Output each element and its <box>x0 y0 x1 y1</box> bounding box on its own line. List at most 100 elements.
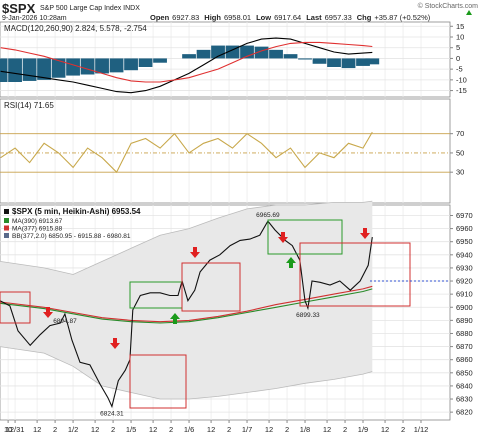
x-tick-label: 12 <box>381 425 389 434</box>
histogram-bar <box>312 58 327 64</box>
x-tick-label: 12 <box>323 425 331 434</box>
y-tick-label: -10 <box>456 75 467 84</box>
histogram-bar <box>0 58 8 82</box>
x-tick-label: 1/5 <box>126 425 136 434</box>
price-annotation: 6894.87 <box>53 318 77 325</box>
y-tick-label: 0 <box>456 54 460 63</box>
x-tick-label: 2 <box>285 425 289 434</box>
y-tick-label: 6950 <box>456 237 473 246</box>
x-tick-label: 12/31 <box>6 425 25 434</box>
buy-arrows <box>170 257 296 324</box>
histogram-bar <box>298 58 312 60</box>
stat-value: 6957.33 <box>325 13 352 22</box>
histogram-bar <box>109 58 124 73</box>
arrow-down <box>278 232 288 243</box>
x-tick-label: 12 <box>33 425 41 434</box>
y-tick-label: 6830 <box>456 395 473 404</box>
band-lower <box>0 346 373 400</box>
x-tick-label: 1/12 <box>414 425 429 434</box>
y-tick-label: 6870 <box>456 342 473 351</box>
histogram-bar <box>196 49 211 59</box>
series-line <box>0 288 373 324</box>
histogram-bar <box>327 58 341 67</box>
legend-swatch <box>4 209 9 214</box>
stat-label: Chg <box>357 13 372 22</box>
histogram-bar <box>66 58 80 76</box>
series-line <box>0 285 373 323</box>
price-annotation: 6965.69 <box>256 212 280 219</box>
y-tick-label: 6820 <box>456 408 473 417</box>
stat-label: High <box>204 13 221 22</box>
box <box>267 219 343 255</box>
histogram-bar <box>341 58 356 69</box>
y-tick-label: 15 <box>456 22 464 31</box>
x-tick-label: 10 <box>4 425 12 434</box>
histogram-bar <box>365 58 380 65</box>
y-tick-label: 6840 <box>456 381 473 390</box>
arrow-down <box>110 338 120 349</box>
stat-value: 6958.01 <box>224 13 251 22</box>
histogram-bar <box>124 58 138 71</box>
drawings <box>0 10 472 409</box>
stat-label: Open <box>150 13 170 22</box>
y-tick-label: 6880 <box>456 329 473 338</box>
y-tick-label: 6930 <box>456 263 473 272</box>
box <box>299 242 411 307</box>
series-line <box>0 220 373 409</box>
histogram-bar <box>153 58 167 63</box>
y-tick-label: 6960 <box>456 224 473 233</box>
stat-label: Low <box>256 13 271 22</box>
legend-entry: MA(377) 6915.88 <box>12 226 63 233</box>
legend-swatch <box>4 218 9 223</box>
box <box>129 354 187 409</box>
box <box>0 291 31 324</box>
copyright: © StockCharts.com <box>418 2 479 10</box>
x-tick-label: 12 <box>91 425 99 434</box>
x-tick-label: 1/8 <box>300 425 310 434</box>
x-tick-label: 1/7 <box>242 425 252 434</box>
legend-entry: BB(377,2.0) 6850.95 - 6915.88 - 6980.81 <box>12 233 131 240</box>
y-tick-label: 6920 <box>456 277 473 286</box>
y-tick-label: 6900 <box>456 303 473 312</box>
y-tick-label: 6970 <box>456 211 473 220</box>
histogram-bar <box>283 54 298 59</box>
band-area <box>0 201 373 399</box>
y-tick-label: 50 <box>456 148 464 157</box>
histogram-bar <box>80 58 95 75</box>
histogram-bar <box>356 58 370 66</box>
date: 9-Jan-2026 10:28am <box>2 15 67 22</box>
x-tick-label: 12 <box>149 425 157 434</box>
histogram-bar <box>269 49 283 59</box>
arrow-up <box>170 313 180 324</box>
series-line <box>0 37 373 94</box>
x-tick-label: 2 <box>227 425 231 434</box>
sell-arrows <box>43 228 370 349</box>
histogram-bar <box>95 58 109 74</box>
legend-entry: $SPX (5 min, Heikin-Ashi) 6953.54 <box>12 207 141 216</box>
legend-swatch <box>4 233 9 238</box>
x-tick-label: 2 <box>343 425 347 434</box>
stats: Open 6927.83 High 6958.01 Low 6917.64 Last 6957… <box>150 13 431 22</box>
box <box>181 262 241 312</box>
x-tick-label: 2 <box>111 425 115 434</box>
index-name: S&P 500 Large Cap Index INDX <box>40 5 140 12</box>
y-tick-label: 70 <box>456 129 464 138</box>
histogram-bar <box>22 58 37 81</box>
histogram-bar <box>37 58 51 80</box>
stat-value: 6917.64 <box>274 13 301 22</box>
x-tick-label: 1/9 <box>358 425 368 434</box>
y-tick-label: 6890 <box>456 316 473 325</box>
y-tick-label: 10 <box>456 33 464 42</box>
y-tick-label: 30 <box>456 168 464 177</box>
y-tick-label: 6910 <box>456 290 473 299</box>
x-tick-label: 2 <box>169 425 173 434</box>
price-annotation: 6824.31 <box>100 410 124 417</box>
histogram-bar <box>51 58 66 78</box>
panel-title: MACD(120,260,90) 2.824, 5.578, -2.754 <box>4 24 147 33</box>
y-tick-label: 6850 <box>456 368 473 377</box>
price-annotation: 6899.33 <box>296 312 320 319</box>
y-tick-label: 6940 <box>456 250 473 259</box>
symbol: $SPX <box>2 1 36 16</box>
y-tick-label: 6860 <box>456 355 473 364</box>
